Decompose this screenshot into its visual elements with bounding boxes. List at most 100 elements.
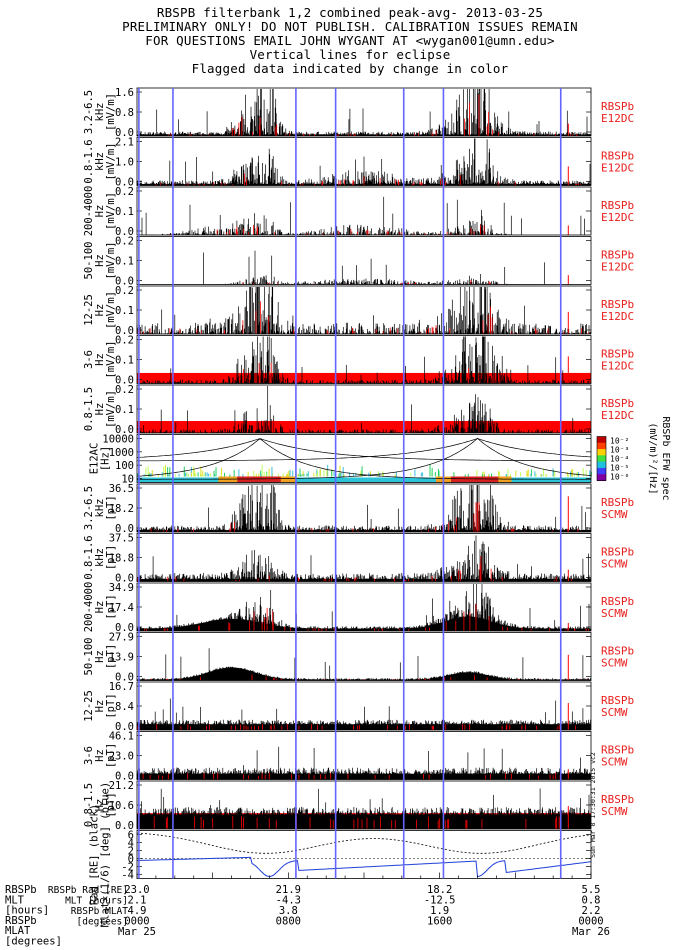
- colorbar-title: RBSPb EFW spec: [660, 416, 671, 500]
- spectrogram-pixel: [224, 472, 226, 477]
- spectrogram-pixel: [307, 471, 309, 477]
- colorbar-segment: [597, 474, 606, 481]
- spectrogram-pixel: [342, 467, 344, 477]
- spectrogram-pixel: [464, 474, 466, 477]
- colorbar-segment: [597, 467, 606, 475]
- spectrogram-pixel: [300, 474, 302, 477]
- x-axis-value: 0000: [124, 916, 149, 928]
- spectrogram-pixel: [143, 474, 145, 477]
- instrument-label: SCMW: [601, 508, 628, 521]
- spectrogram-pixel: [163, 466, 165, 477]
- y-tick-label: 1.6: [115, 87, 134, 99]
- spectrogram-pixel: [582, 467, 584, 477]
- y-tick-label: 0.2: [115, 186, 134, 198]
- spectrogram-pixel: [488, 474, 490, 477]
- y-axis-label-line: [mV/m]: [105, 390, 117, 428]
- x-axis-side-label: [hours]: [5, 905, 49, 917]
- x-axis-side-label: MLAT: [5, 925, 31, 937]
- spectrogram-pixel: [167, 474, 169, 477]
- y-axis-label: 3-6Hz[pT]: [83, 743, 117, 768]
- x-axis-date: Mar 26: [572, 926, 610, 938]
- data-trace: [191, 250, 545, 285]
- spectrogram-pixel: [289, 469, 291, 477]
- x-axis-value: 3.8: [279, 905, 298, 917]
- y-tick-label: 13.9: [109, 652, 134, 664]
- x-axis-value: 2.1: [128, 895, 147, 907]
- spectrogram-pixel: [476, 470, 478, 477]
- y-axis-label-line: 0.8-1.6: [83, 535, 95, 579]
- spectrogram-pixel: [422, 472, 424, 477]
- colorbar-segment: [597, 449, 606, 456]
- spectrogram-pixel: [215, 467, 217, 477]
- y-axis-label-line: 0.8-1.6: [83, 139, 95, 183]
- data-trace: [136, 89, 591, 136]
- frequency-line: [137, 438, 592, 480]
- spectrogram-pixel: [572, 469, 574, 477]
- spectrogram-pixel: [515, 470, 517, 477]
- spectrogram-pixel: [253, 470, 255, 477]
- spectrogram-pixel: [233, 469, 235, 477]
- spectrogram-pixel: [414, 469, 416, 477]
- spectrogram-pixel: [331, 469, 333, 477]
- y-axis-label-line: 200-4000: [83, 582, 95, 633]
- instrument-label: RBSPb: [601, 546, 634, 559]
- instrument-label: SCMW: [601, 558, 628, 571]
- spectrogram-pixel: [338, 473, 340, 477]
- y-axis-label-line: [pT]: [105, 693, 117, 718]
- y-tick-label: 10: [121, 474, 134, 486]
- colorbar-segment: [597, 461, 606, 469]
- spectrogram-pixel: [567, 474, 569, 477]
- y-axis-label-line: 50-100: [83, 242, 95, 280]
- spectrogram-pixel: [535, 473, 537, 477]
- spectrogram-pixel: [527, 469, 529, 477]
- spectrogram-pixel: [260, 473, 262, 477]
- spectrogram-pixel: [188, 474, 190, 477]
- chart-title-block: RBSPB filterbank 1,2 combined peak-avg- …: [0, 6, 700, 76]
- y-tick-label: 0.2: [115, 236, 134, 248]
- x-axis-value: 23.0: [124, 884, 149, 896]
- spectrogram-pixel: [369, 471, 371, 477]
- spectrogram-pixel: [286, 474, 288, 477]
- spectrogram-pixel: [505, 474, 507, 477]
- y-axis-label: 12-25Hz[mV/m]: [83, 291, 117, 329]
- spectrogram-pixel: [299, 468, 301, 477]
- spectrogram-pixel: [206, 472, 208, 477]
- spectrogram-pixel: [169, 467, 171, 477]
- instrument-label: RBSPb: [601, 150, 634, 163]
- spectrogram-pixel: [323, 469, 325, 477]
- chart-subtitle-eclipse-note: Vertical lines for eclipse: [249, 47, 451, 62]
- spectrogram-pixel: [541, 474, 543, 477]
- y-tick-label: 0.1: [115, 404, 134, 416]
- y-axis-label-line: 3.2-6.5: [83, 90, 95, 134]
- y-tick-label: 0.1: [115, 206, 134, 218]
- colorbar-tick-label: 10⁻⁵: [610, 464, 629, 473]
- y-tick-label: 2.1: [115, 137, 134, 149]
- y-tick-label: 36.5: [109, 483, 134, 495]
- spectrogram-pixel: [343, 474, 345, 477]
- y-axis-label-line: 3-6: [83, 350, 95, 369]
- spectrogram-pixel: [213, 470, 215, 477]
- spectrogram-pixel: [438, 470, 440, 477]
- frequency-line: [136, 438, 591, 462]
- instrument-label: RBSPb: [601, 249, 634, 262]
- colorbar-tick-label: 10⁻⁶: [610, 473, 629, 482]
- spectrogram-pixel: [317, 470, 319, 477]
- spectrogram-pixel: [568, 474, 570, 477]
- spectrogram-pixel: [520, 472, 522, 477]
- spectrogram-pixel: [437, 468, 439, 477]
- spectrogram-pixel: [149, 473, 151, 477]
- y-axis-label: 12-25Hz[pT]: [83, 690, 117, 722]
- spectrogram-pixel: [359, 473, 361, 477]
- y-tick-label: 34.9: [109, 582, 134, 594]
- x-axis-value: 1.9: [430, 905, 449, 917]
- instrument-label: RBSPb: [601, 397, 634, 410]
- spectrogram-pixel: [200, 466, 202, 477]
- spectrogram-pixel: [507, 468, 509, 477]
- spectrogram-pixel: [201, 474, 203, 477]
